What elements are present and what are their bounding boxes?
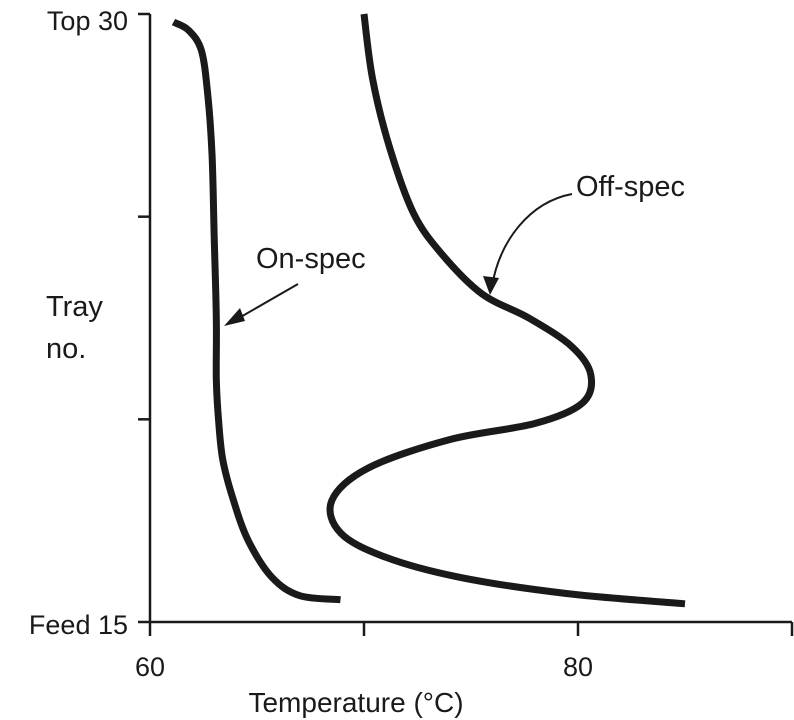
series-layer [171, 13, 686, 608]
y-axis-label-line1: Tray [46, 291, 103, 323]
annotation-on-spec-arrow [231, 283, 299, 323]
y-tick-label-top: Top 30 [47, 6, 128, 36]
annotation-on-spec-arrowhead [224, 308, 245, 326]
series-line-off-spec [326, 13, 686, 608]
y-axis-label-line2: no. [46, 333, 86, 365]
x-axis-label: Temperature (°C) [248, 687, 463, 718]
annotation-off-spec-arrowhead [483, 276, 499, 295]
annotation-on-spec-label: On-spec [256, 243, 366, 275]
annotation-off-spec-arrow [491, 193, 573, 287]
series-line-on-spec [171, 18, 341, 604]
y-tick-label-feed: Feed 15 [29, 610, 128, 640]
axis-ticks [138, 12, 794, 636]
annotation-off-spec-label: Off-spec [576, 171, 685, 203]
x-tick-label-60: 60 [135, 652, 165, 682]
x-tick-label-80: 80 [563, 652, 593, 682]
